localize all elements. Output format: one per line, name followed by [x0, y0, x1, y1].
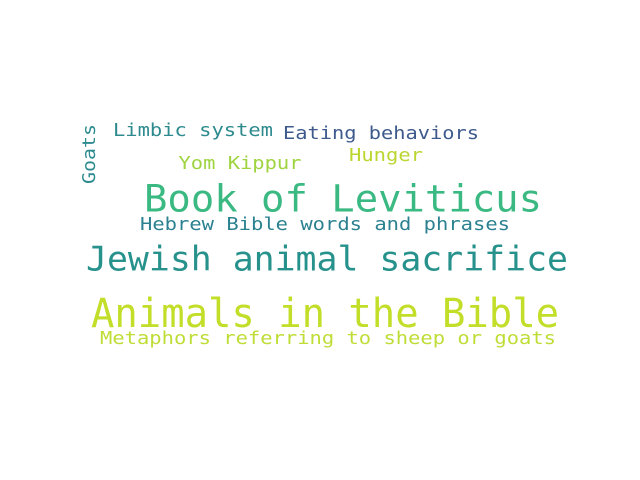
word-metaphors-referring-to-sheep-or-goats: Metaphors referring to sheep or goats [100, 328, 556, 349]
word-animals-in-the-bible: Animals in the Bible [91, 291, 559, 337]
word-goats: Goats [79, 124, 100, 184]
word-eating-behaviors: Eating behaviors [283, 123, 479, 144]
word-yom-kippur: Yom Kippur [179, 153, 302, 174]
word-limbic-system: Limbic system [113, 120, 273, 141]
word-jewish-animal-sacrifice: Jewish animal sacrifice [86, 240, 568, 280]
word-hunger: Hunger [349, 145, 423, 166]
word-hebrew-bible-words-and-phrases: Hebrew Bible words and phrases [140, 214, 510, 235]
word-book-of-leviticus: Book of Leviticus [144, 178, 542, 221]
